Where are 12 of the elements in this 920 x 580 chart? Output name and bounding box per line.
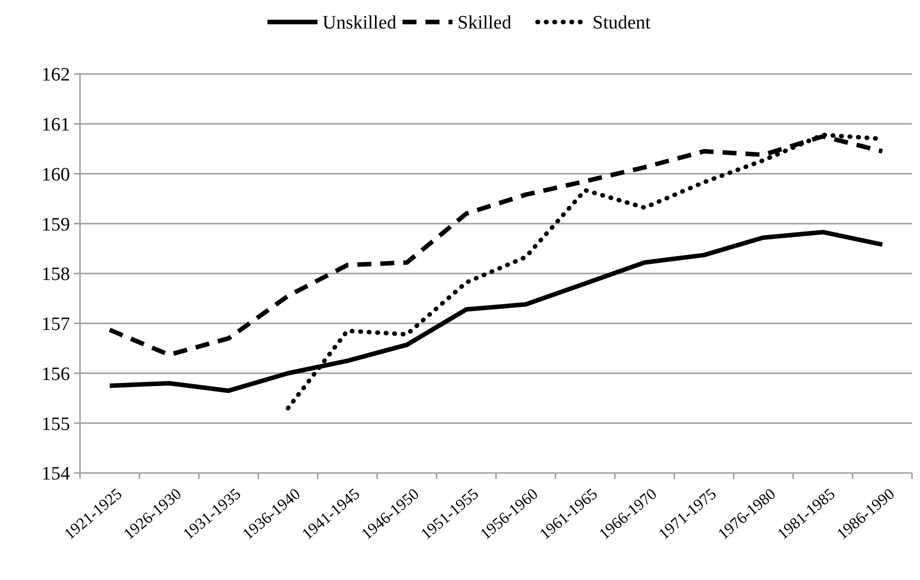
y-tick-label: 162: [42, 64, 70, 86]
legend-label: Unskilled: [322, 12, 397, 34]
y-tick-label: 156: [42, 364, 70, 385]
y-tick-label: 154: [42, 464, 70, 485]
legend-label: Student: [592, 12, 652, 34]
y-tick-label: 159: [42, 214, 70, 236]
y-tick-label: 155: [42, 414, 70, 435]
y-tick-label: 160: [42, 164, 70, 186]
y-tick-label: 157: [42, 314, 70, 336]
y-tick-label: 161: [42, 114, 70, 136]
legend-label: Skilled: [458, 12, 512, 34]
y-tick-label: 158: [42, 264, 70, 286]
